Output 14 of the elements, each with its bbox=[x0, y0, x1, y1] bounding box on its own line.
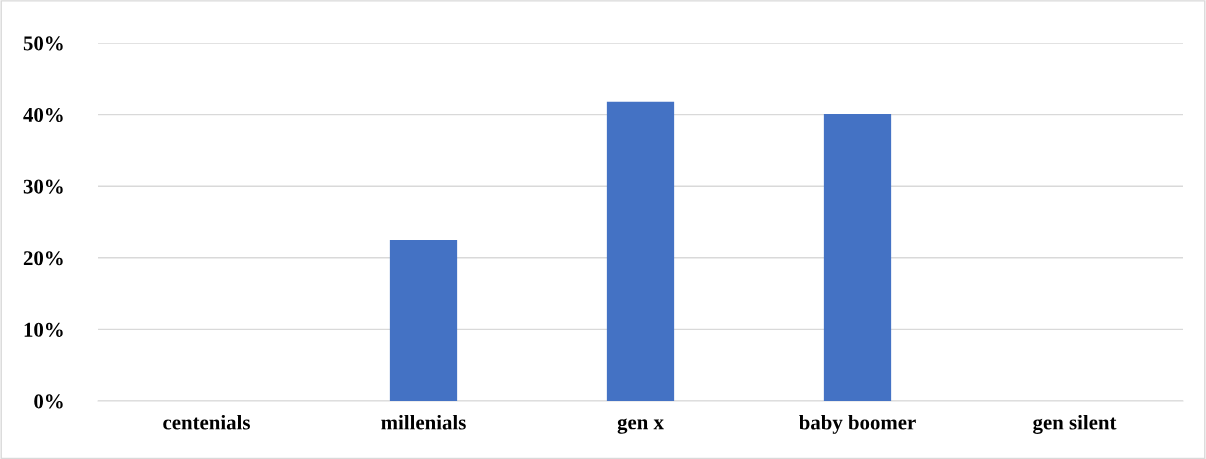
x-tick-label: baby boomer bbox=[799, 414, 916, 434]
bar bbox=[606, 101, 675, 401]
y-tick-label: 50% bbox=[23, 36, 63, 51]
x-tick-label: gen silent bbox=[1033, 414, 1117, 434]
y-tick-label: 10% bbox=[24, 322, 63, 337]
y-tick-label: 20% bbox=[23, 251, 63, 266]
y-tick-label: 30% bbox=[23, 179, 63, 194]
y-tick-label: 40% bbox=[23, 107, 63, 123]
bar bbox=[389, 239, 458, 401]
y-tick-label: 0% bbox=[34, 394, 63, 409]
x-tick-label: gen x bbox=[617, 418, 664, 434]
x-tick-label: centenials bbox=[163, 414, 250, 430]
bar bbox=[823, 113, 892, 401]
x-tick-label: millenials bbox=[381, 414, 466, 430]
